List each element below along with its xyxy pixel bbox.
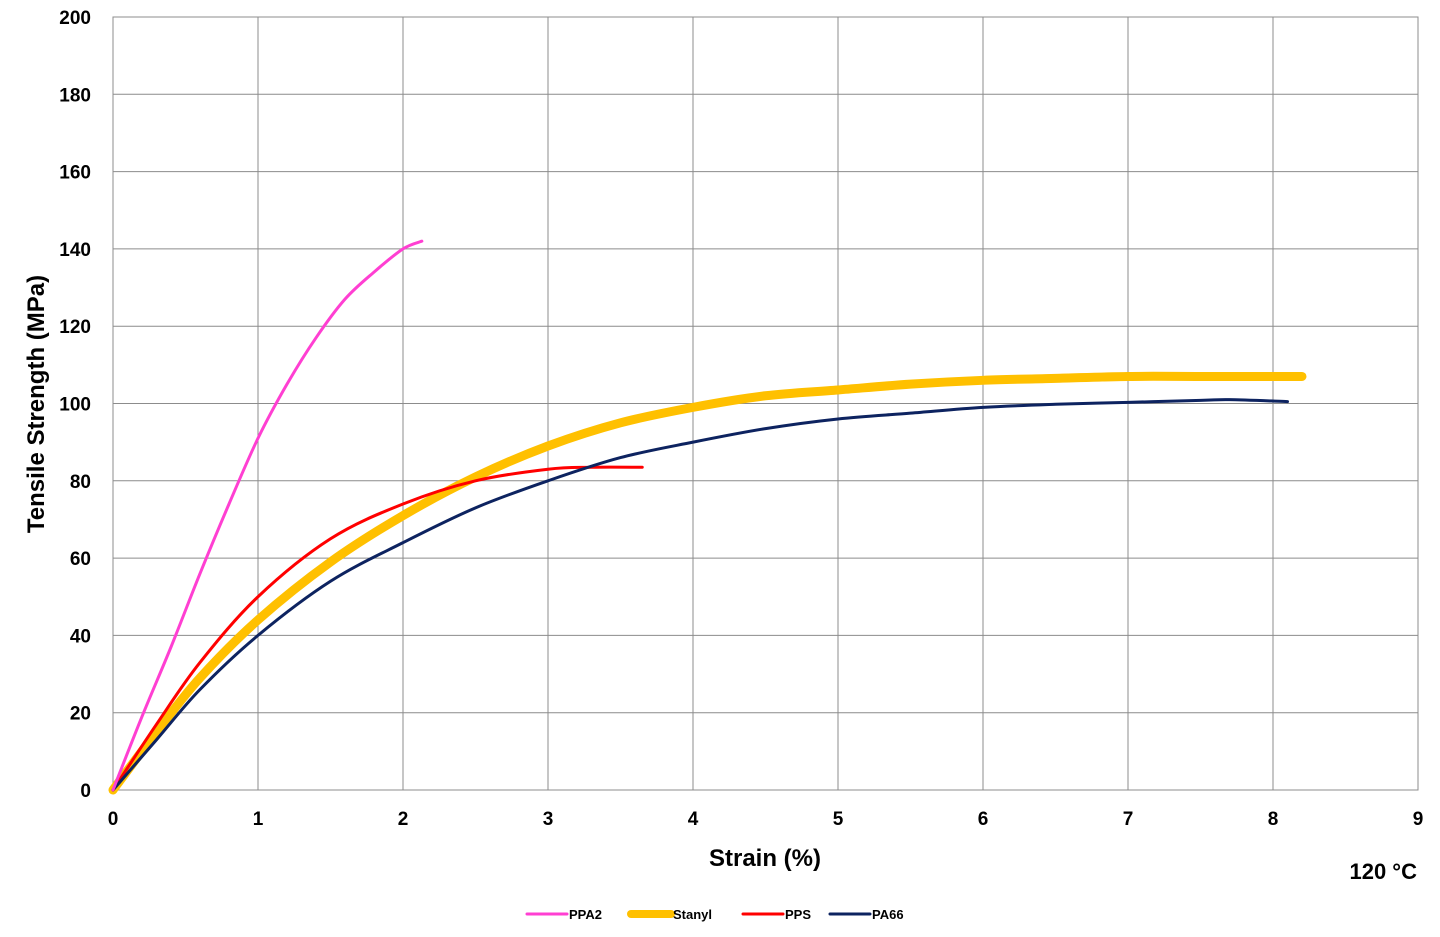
plot-area-frame	[112, 16, 1419, 791]
legend-label-ppa2: PPA2	[569, 907, 602, 922]
x-tick-label-0: 0	[108, 809, 119, 830]
x-tick-label-7: 7	[1123, 809, 1134, 830]
y-tick-label-9: 180	[59, 85, 91, 106]
y-tick-label-3: 60	[70, 549, 91, 570]
x-tick-label-5: 5	[833, 809, 844, 830]
x-tick-label-8: 8	[1268, 809, 1279, 830]
y-tick-label-0: 0	[80, 781, 91, 802]
legend-label-pps: PPS	[785, 907, 811, 922]
series-line-pps	[111, 465, 644, 792]
series-line-stanyl	[108, 371, 1307, 795]
series-line-pa66	[111, 398, 1289, 792]
x-tick-label-3: 3	[543, 809, 554, 830]
x-axis-title: Strain (%)	[709, 845, 821, 872]
y-tick-label-6: 120	[59, 317, 91, 338]
axes-layer: 0 1 2 3 4 5 6 7 8 9 0 20 40 60 80 100 120 140 160 180 200	[59, 8, 1423, 830]
y-axis-title: Tensile Strength (MPa)	[23, 275, 50, 533]
x-tick-label-2: 2	[398, 809, 409, 830]
temperature-annotation: 120 °C	[1349, 859, 1417, 884]
series-line-ppa2	[111, 239, 424, 792]
y-tick-label-5: 100	[59, 395, 91, 416]
legend-label-pa66: PA66	[872, 907, 904, 922]
x-tick-label-4: 4	[688, 809, 699, 830]
legend-label-stanyl: Stanyl	[673, 907, 712, 922]
x-tick-label-9: 9	[1413, 809, 1424, 830]
y-tick-label-10: 200	[59, 8, 91, 29]
y-tick-label-7: 140	[59, 240, 91, 261]
y-tick-label-1: 20	[70, 704, 91, 725]
series-layer	[108, 239, 1307, 795]
y-tick-label-2: 40	[70, 626, 91, 647]
legend: PPA2 Stanyl PPS PA66	[525, 907, 904, 922]
y-tick-label-4: 80	[70, 472, 91, 493]
y-tick-label-8: 160	[59, 163, 91, 184]
x-tick-label-1: 1	[253, 809, 264, 830]
x-tick-label-6: 6	[978, 809, 989, 830]
